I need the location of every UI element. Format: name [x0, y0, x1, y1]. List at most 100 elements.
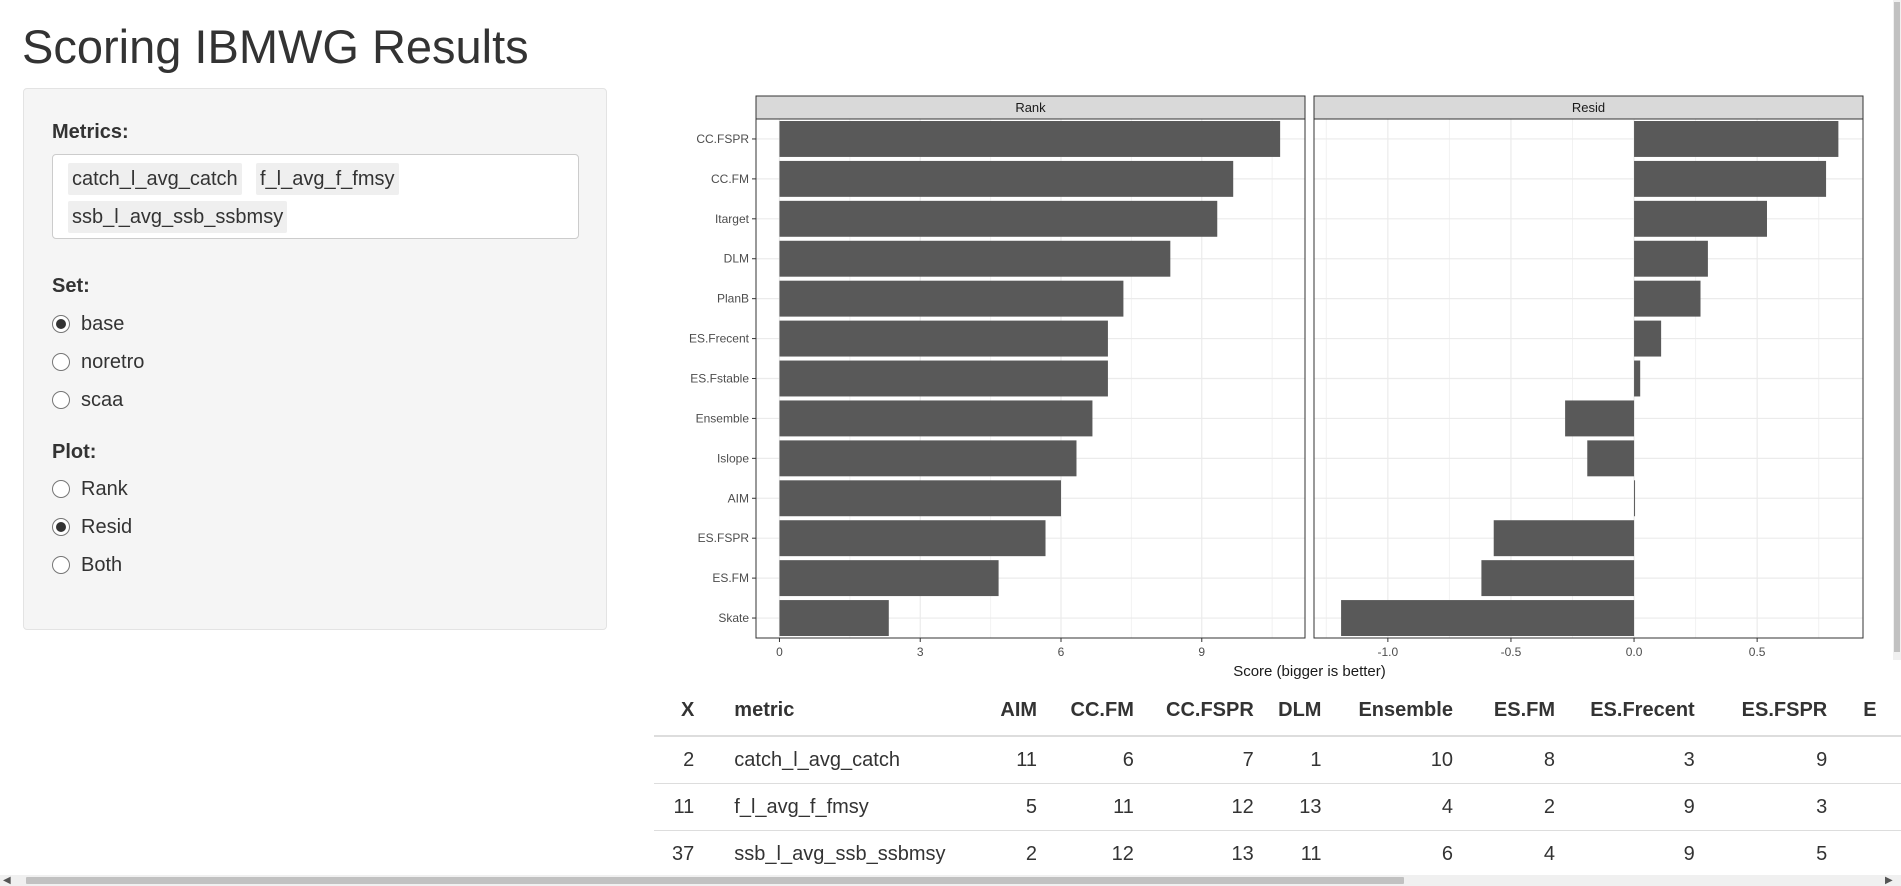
x-tick-label: -0.5 — [1501, 645, 1522, 659]
table-cell: catch_l_avg_catch — [734, 748, 900, 771]
table-cell: 4 — [1452, 830, 1556, 877]
table-cell: 9 — [1816, 748, 1828, 771]
metric-tag[interactable]: ssb_l_avg_ssb_ssbmsy — [68, 201, 288, 233]
table-cell: f_l_avg_f_fmsy — [694, 783, 969, 831]
column-header[interactable]: ES.FM — [1452, 685, 1556, 737]
table-cell — [1827, 736, 1901, 784]
table-cell: 11 — [1037, 783, 1134, 831]
y-category-label: PlanB — [717, 292, 749, 306]
bar-dlm — [1634, 240, 1708, 277]
x-tick-label: 0.0 — [1626, 645, 1643, 659]
column-header[interactable]: CC.FM — [1037, 685, 1134, 737]
radio-button[interactable] — [52, 518, 70, 536]
column-header[interactable]: metric — [694, 685, 969, 737]
column-header[interactable]: X — [654, 685, 695, 737]
set-label: Set: — [52, 275, 90, 297]
radio-button[interactable] — [52, 556, 70, 574]
table-cell: 1 — [1310, 748, 1322, 771]
table-cell — [1827, 830, 1901, 877]
facet-panel-resid: Resid -1.0 -0.5 0.0 0.5 — [1313, 95, 1864, 659]
score-chart: Rank 0 3 6 9 Resid -1.0 -0.5 0.0 0.5 CC.FSPR CC.FM I… — [689, 95, 1864, 680]
bar-es-fspr — [779, 520, 1046, 557]
table-row: 37 ssb_l_avg_ssb_ssbmsy 2 12 13 11 6 4 9… — [654, 830, 1901, 877]
table-cell: 11 — [1016, 748, 1038, 771]
bar-skate — [779, 600, 889, 637]
bar-islope — [1587, 440, 1635, 477]
table-cell: 2 — [1452, 783, 1556, 831]
radio-button[interactable] — [52, 480, 70, 498]
plot-option-rank[interactable]: Rank — [52, 474, 128, 504]
table-cell: 12 — [1133, 783, 1254, 831]
bar-itarget — [779, 200, 1218, 237]
column-header[interactable]: CC.FSPR — [1133, 685, 1254, 737]
set-option-scaa[interactable]: scaa — [52, 385, 123, 415]
bar-ensemble — [779, 400, 1093, 437]
column-header[interactable]: DLM — [1253, 685, 1322, 737]
column-header[interactable]: E — [1827, 685, 1901, 737]
table-cell: 5 — [968, 783, 1038, 831]
bar-islope — [779, 440, 1077, 477]
metrics-select[interactable]: catch_l_avg_catch f_l_avg_f_fmsy ssb_l_a… — [52, 154, 579, 239]
table-cell: 6 — [1122, 748, 1134, 771]
horizontal-scroll-thumb[interactable] — [26, 877, 1404, 884]
table-cell: 2 — [683, 748, 695, 771]
y-category-label: DLM — [724, 252, 749, 266]
plot-option-resid[interactable]: Resid — [52, 512, 132, 542]
facet-panel-rank: Rank 0 3 6 9 — [755, 95, 1306, 659]
bar-itarget — [1634, 200, 1767, 237]
table-header-row: X metric AIM CC.FM CC.FSPR DLM Ensemble … — [654, 685, 1901, 737]
metric-tag[interactable]: catch_l_avg_catch — [68, 163, 242, 195]
x-tick-label: 0.5 — [1749, 645, 1766, 659]
x-tick-label: 3 — [917, 645, 924, 659]
table-cell: 2 — [968, 830, 1038, 877]
x-tick-label: 0 — [776, 645, 783, 659]
set-option-label: noretro — [81, 350, 145, 373]
results-table: X metric AIM CC.FM CC.FSPR DLM Ensemble … — [654, 685, 1901, 877]
column-header[interactable]: ES.FSPR — [1694, 685, 1828, 737]
metric-tag[interactable]: f_l_avg_f_fmsy — [256, 163, 399, 195]
x-tick-label: 9 — [1198, 645, 1205, 659]
set-option-label: base — [81, 312, 125, 335]
bar-skate — [1341, 600, 1635, 637]
bar-es-fm — [1481, 560, 1635, 597]
bar-ensemble — [1565, 400, 1635, 437]
table-cell: 4 — [1321, 783, 1453, 831]
radio-button[interactable] — [52, 315, 70, 333]
bar-es-fstable — [1634, 360, 1641, 397]
y-category-label: ES.FM — [712, 571, 749, 585]
bar-cc-fm — [1634, 160, 1827, 197]
y-category-label: ES.Frecent — [689, 332, 750, 346]
plot-option-label: Rank — [81, 477, 128, 500]
table-row: 11 f_l_avg_f_fmsy 5 11 12 13 4 2 9 3 — [654, 783, 1901, 831]
plot-option-label: Both — [81, 553, 123, 576]
vertical-scroll-thumb[interactable] — [1894, 2, 1900, 652]
y-category-label: Islope — [717, 451, 749, 465]
column-header[interactable]: AIM — [968, 685, 1038, 737]
y-category-label: AIM — [728, 491, 749, 505]
set-option-noretro[interactable]: noretro — [52, 347, 144, 377]
table-cell: 10 — [1430, 748, 1453, 771]
set-option-label: scaa — [81, 388, 124, 411]
table-cell: 12 — [1037, 830, 1134, 877]
radio-button[interactable] — [52, 391, 70, 409]
table-cell: 6 — [1321, 830, 1453, 877]
chevron-right-icon[interactable]: ▶ — [1885, 875, 1893, 886]
plot-option-both[interactable]: Both — [52, 550, 122, 580]
vertical-scrollbar[interactable] — [1893, 0, 1901, 660]
chevron-left-icon[interactable]: ◀ — [3, 875, 11, 886]
y-category-label: CC.FM — [711, 172, 749, 186]
column-header[interactable]: ES.Frecent — [1555, 685, 1695, 737]
radio-button[interactable] — [52, 353, 70, 371]
facet-strip-label: Rank — [1015, 100, 1046, 115]
table-cell: 13 — [1133, 830, 1254, 877]
table-row: 2 catch_l_avg_catch 11 6 7 1 10 8 3 9 — [654, 736, 1901, 784]
set-option-base[interactable]: base — [52, 309, 124, 339]
bar-aim — [779, 480, 1061, 517]
bar-cc-fspr — [779, 120, 1281, 157]
table-cell: 3 — [1683, 748, 1695, 771]
bar-es-frecent — [1634, 320, 1662, 357]
plot-option-label: Resid — [81, 515, 133, 538]
horizontal-scrollbar[interactable]: ◀ ▶ — [0, 875, 1901, 886]
column-header[interactable]: Ensemble — [1321, 685, 1453, 737]
plot-label: Plot: — [52, 441, 97, 463]
